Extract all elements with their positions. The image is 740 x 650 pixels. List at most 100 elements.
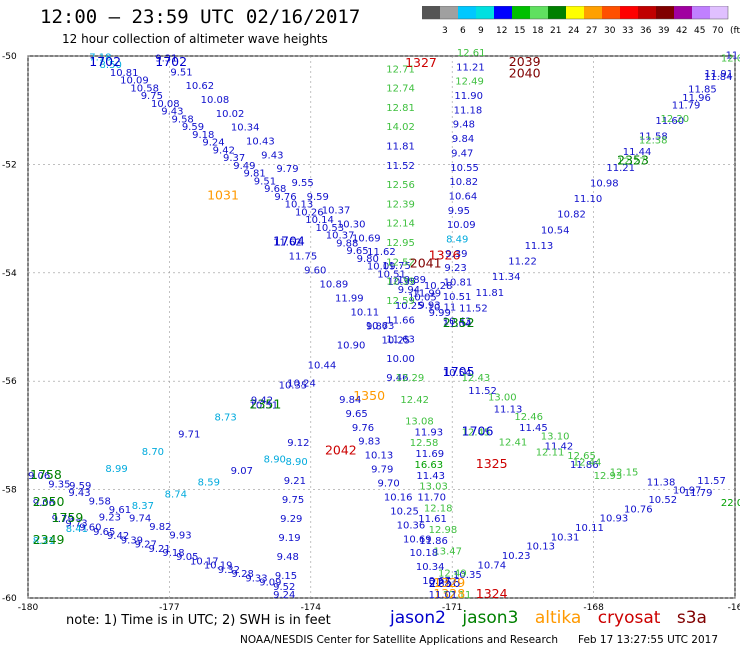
wave-height-point: 13.00 — [488, 393, 517, 404]
tracks: 7.188.5010.8110.0910.589.7510.089.439.58… — [28, 48, 740, 601]
wave-height-point: 10.35 — [279, 380, 308, 391]
wave-height-point: 11.85 — [688, 85, 717, 96]
wave-height-point: 9.24 — [202, 138, 224, 149]
wave-height-point: 10.31 — [551, 532, 580, 543]
pass-time-label: 2349 — [33, 532, 65, 547]
wave-height-point: 8.74 — [165, 489, 187, 500]
wave-height-point: 9.48 — [277, 552, 299, 563]
wave-height-point: 9.42 — [107, 531, 129, 542]
wave-height-point: 12.81 — [386, 103, 415, 114]
scale-label: 30 — [604, 26, 616, 36]
pass-time-label: 2041 — [410, 255, 442, 270]
wave-height-point: 11.43 — [416, 471, 445, 482]
scale-label: 9 — [478, 26, 484, 36]
wave-height-point: 11.75 — [289, 252, 318, 263]
wave-height-point: 9.93 — [169, 530, 191, 541]
wave-height-point: 11.62 — [367, 247, 396, 258]
wave-height-point: 10.82 — [449, 177, 478, 188]
wave-height-point: 12.93 — [594, 471, 623, 482]
wave-height-point: 9.43 — [261, 150, 283, 161]
wave-height-point: 9.43 — [68, 488, 90, 499]
wave-height-point: 11.21 — [606, 163, 635, 174]
wave-height-point: 10.74 — [477, 560, 506, 571]
x-tick-label: -171 — [442, 603, 462, 610]
legend-jason2: jason2 — [390, 608, 446, 628]
wave-height-point: 10.11 — [351, 307, 380, 318]
wave-height-point: 9.42 — [213, 145, 235, 156]
wave-height-point: 11.52 — [386, 161, 415, 172]
wave-height-point: 11.99 — [413, 289, 442, 300]
wave-height-point: 11.86 — [419, 536, 448, 547]
scale-swatch — [602, 6, 620, 19]
wave-height-point: 8.73 — [215, 413, 237, 424]
wave-height-point: 10.16 — [384, 492, 413, 503]
wave-height-point: 9.74 — [129, 513, 151, 524]
wave-height-point: 13.10 — [541, 432, 570, 443]
wave-height-point: 9.70 — [377, 479, 399, 490]
scale-label: 24 — [568, 26, 580, 36]
wave-height-point: 11.93 — [414, 427, 443, 438]
scale-swatch — [620, 6, 638, 19]
wave-height-point: 12.39 — [386, 277, 415, 288]
footer-credit: NOAA/NESDIS Center for Satellite Applica… — [240, 634, 558, 646]
wave-height-point: 9.27 — [135, 540, 157, 551]
wave-height-point: 12.58 — [410, 438, 439, 449]
scale-swatch — [530, 6, 548, 19]
wave-height-point: 11.04 — [443, 319, 472, 330]
y-tick-label: -56 — [2, 377, 17, 387]
pass-time-label: 1031 — [207, 188, 239, 203]
pass-time-label: 1327 — [405, 55, 437, 70]
wave-height-point: 9.95 — [448, 206, 470, 217]
wave-height-point: 9.32 — [218, 565, 240, 576]
wave-height-point: 8.49 — [446, 235, 468, 246]
scale-label: 15 — [514, 26, 525, 36]
wave-height-point: 9.09 — [259, 578, 281, 589]
wave-height-point: 12.38 — [639, 135, 668, 146]
wave-height-point: 13.08 — [405, 417, 434, 428]
wave-height-point: 9.19 — [278, 533, 300, 544]
scale-swatch — [548, 6, 566, 19]
wave-height-point: 11.71 — [726, 51, 740, 62]
wave-height-point: 12.71 — [386, 64, 415, 75]
wave-height-point: 10.28 — [424, 281, 453, 292]
wave-height-point: 10.37 — [322, 206, 351, 217]
wave-height-point: 10.08 — [151, 99, 180, 110]
scale-swatch — [566, 6, 584, 19]
wave-height-point: 10.54 — [443, 368, 472, 379]
x-tick-label: -16 — [728, 603, 740, 610]
wave-height-point: 11.75 — [382, 261, 411, 272]
wave-height-point: 11.91 — [705, 69, 734, 80]
pass-time-label: 1759 — [52, 510, 84, 525]
wave-height-point: 10.14 — [305, 215, 334, 226]
scale-swatch — [512, 6, 530, 19]
wave-height-point: 10.51 — [443, 292, 472, 303]
scale-swatch — [440, 6, 458, 19]
wave-height-point: 11.13 — [494, 405, 523, 416]
pass-time-label: 1705 — [443, 364, 475, 379]
x-tick-label: -177 — [159, 603, 179, 610]
wave-height-point: 9.73 — [65, 518, 87, 529]
pass-time-label: 2350 — [33, 494, 65, 509]
wave-height-point: 9.23 — [444, 263, 466, 274]
wave-height-point: 10.09 — [447, 220, 476, 231]
pass-time-label: 2042 — [325, 442, 357, 457]
scale-swatch — [584, 6, 602, 19]
wave-height-point: 9.35 — [48, 479, 70, 490]
chart-title: 12:00 – 23:59 UTC 02/16/2017 — [40, 6, 361, 28]
wave-height-point: 12.29 — [396, 373, 425, 384]
wave-height-point: 10.24 — [287, 379, 316, 390]
wave-height-point: 9.76 — [352, 423, 374, 434]
wave-height-point: 10.23 — [502, 551, 531, 562]
wave-height-point: 11.70 — [417, 492, 446, 503]
legend-cryosat: cryosat — [597, 608, 661, 628]
y-tick-label: -60 — [2, 594, 17, 604]
wave-height-point: 12.39 — [386, 199, 415, 210]
wave-height-point: 10.05 — [408, 293, 437, 304]
wave-height-point: 11.57 — [697, 476, 726, 487]
wave-height-point: 9.79 — [276, 164, 298, 175]
wave-height-point: 12.02 — [721, 53, 740, 64]
wave-height-point: 9.06 — [33, 498, 55, 509]
wave-height-point: 11.34 — [492, 272, 521, 283]
scale-swatch — [638, 6, 656, 19]
